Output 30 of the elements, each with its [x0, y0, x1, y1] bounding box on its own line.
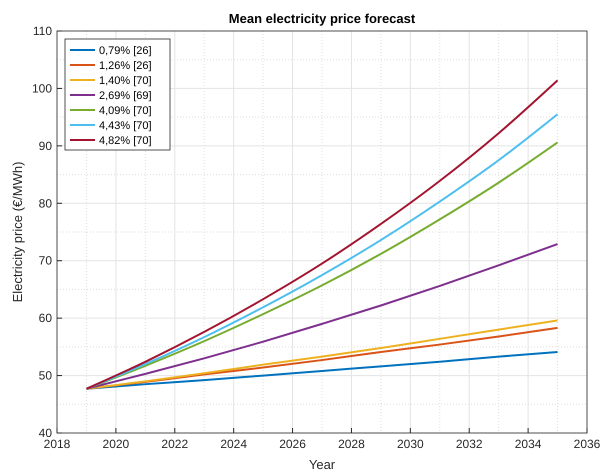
x-tick-label: 2020 — [102, 437, 130, 451]
x-tick-label: 2022 — [161, 437, 188, 451]
y-tick-label: 90 — [38, 138, 52, 153]
x-tick-label: 2026 — [279, 437, 306, 451]
y-tick-label: 50 — [38, 368, 52, 383]
legend-label: 2,69% [69] — [99, 90, 152, 102]
y-tick-label: 40 — [38, 426, 52, 440]
y-tick-label: 80 — [38, 196, 52, 210]
legend-label: 1,26% [26] — [99, 60, 152, 72]
x-tick-label: 2018 — [44, 437, 71, 451]
chart-title: Mean electricity price forecast — [228, 11, 416, 26]
y-tick-label: 70 — [38, 254, 52, 268]
x-tick-label: 2032 — [456, 437, 483, 451]
legend-label: 4,43% [70] — [99, 120, 152, 132]
x-tick-label: 2036 — [574, 437, 601, 451]
legend-label: 4,82% [70] — [99, 135, 152, 147]
x-tick-label: 2034 — [514, 437, 542, 451]
x-tick-label: 2024 — [220, 437, 248, 451]
line-series — [85, 243, 559, 390]
x-axis-title: Year — [308, 457, 336, 472]
y-tick-label: 100 — [32, 81, 52, 96]
y-tick-label: 60 — [38, 311, 52, 326]
y-axis-title: Electricity price (€/MWh) — [10, 162, 25, 302]
x-tick-label: 2030 — [396, 437, 424, 451]
y-tick-label: 110 — [32, 24, 52, 38]
legend-label: 0,79% [26] — [99, 45, 152, 57]
legend-label: 1,40% [70] — [99, 75, 152, 87]
line-series — [85, 351, 559, 390]
x-tick-label: 2028 — [338, 437, 366, 451]
legend-label: 4,09% [70] — [99, 105, 152, 117]
